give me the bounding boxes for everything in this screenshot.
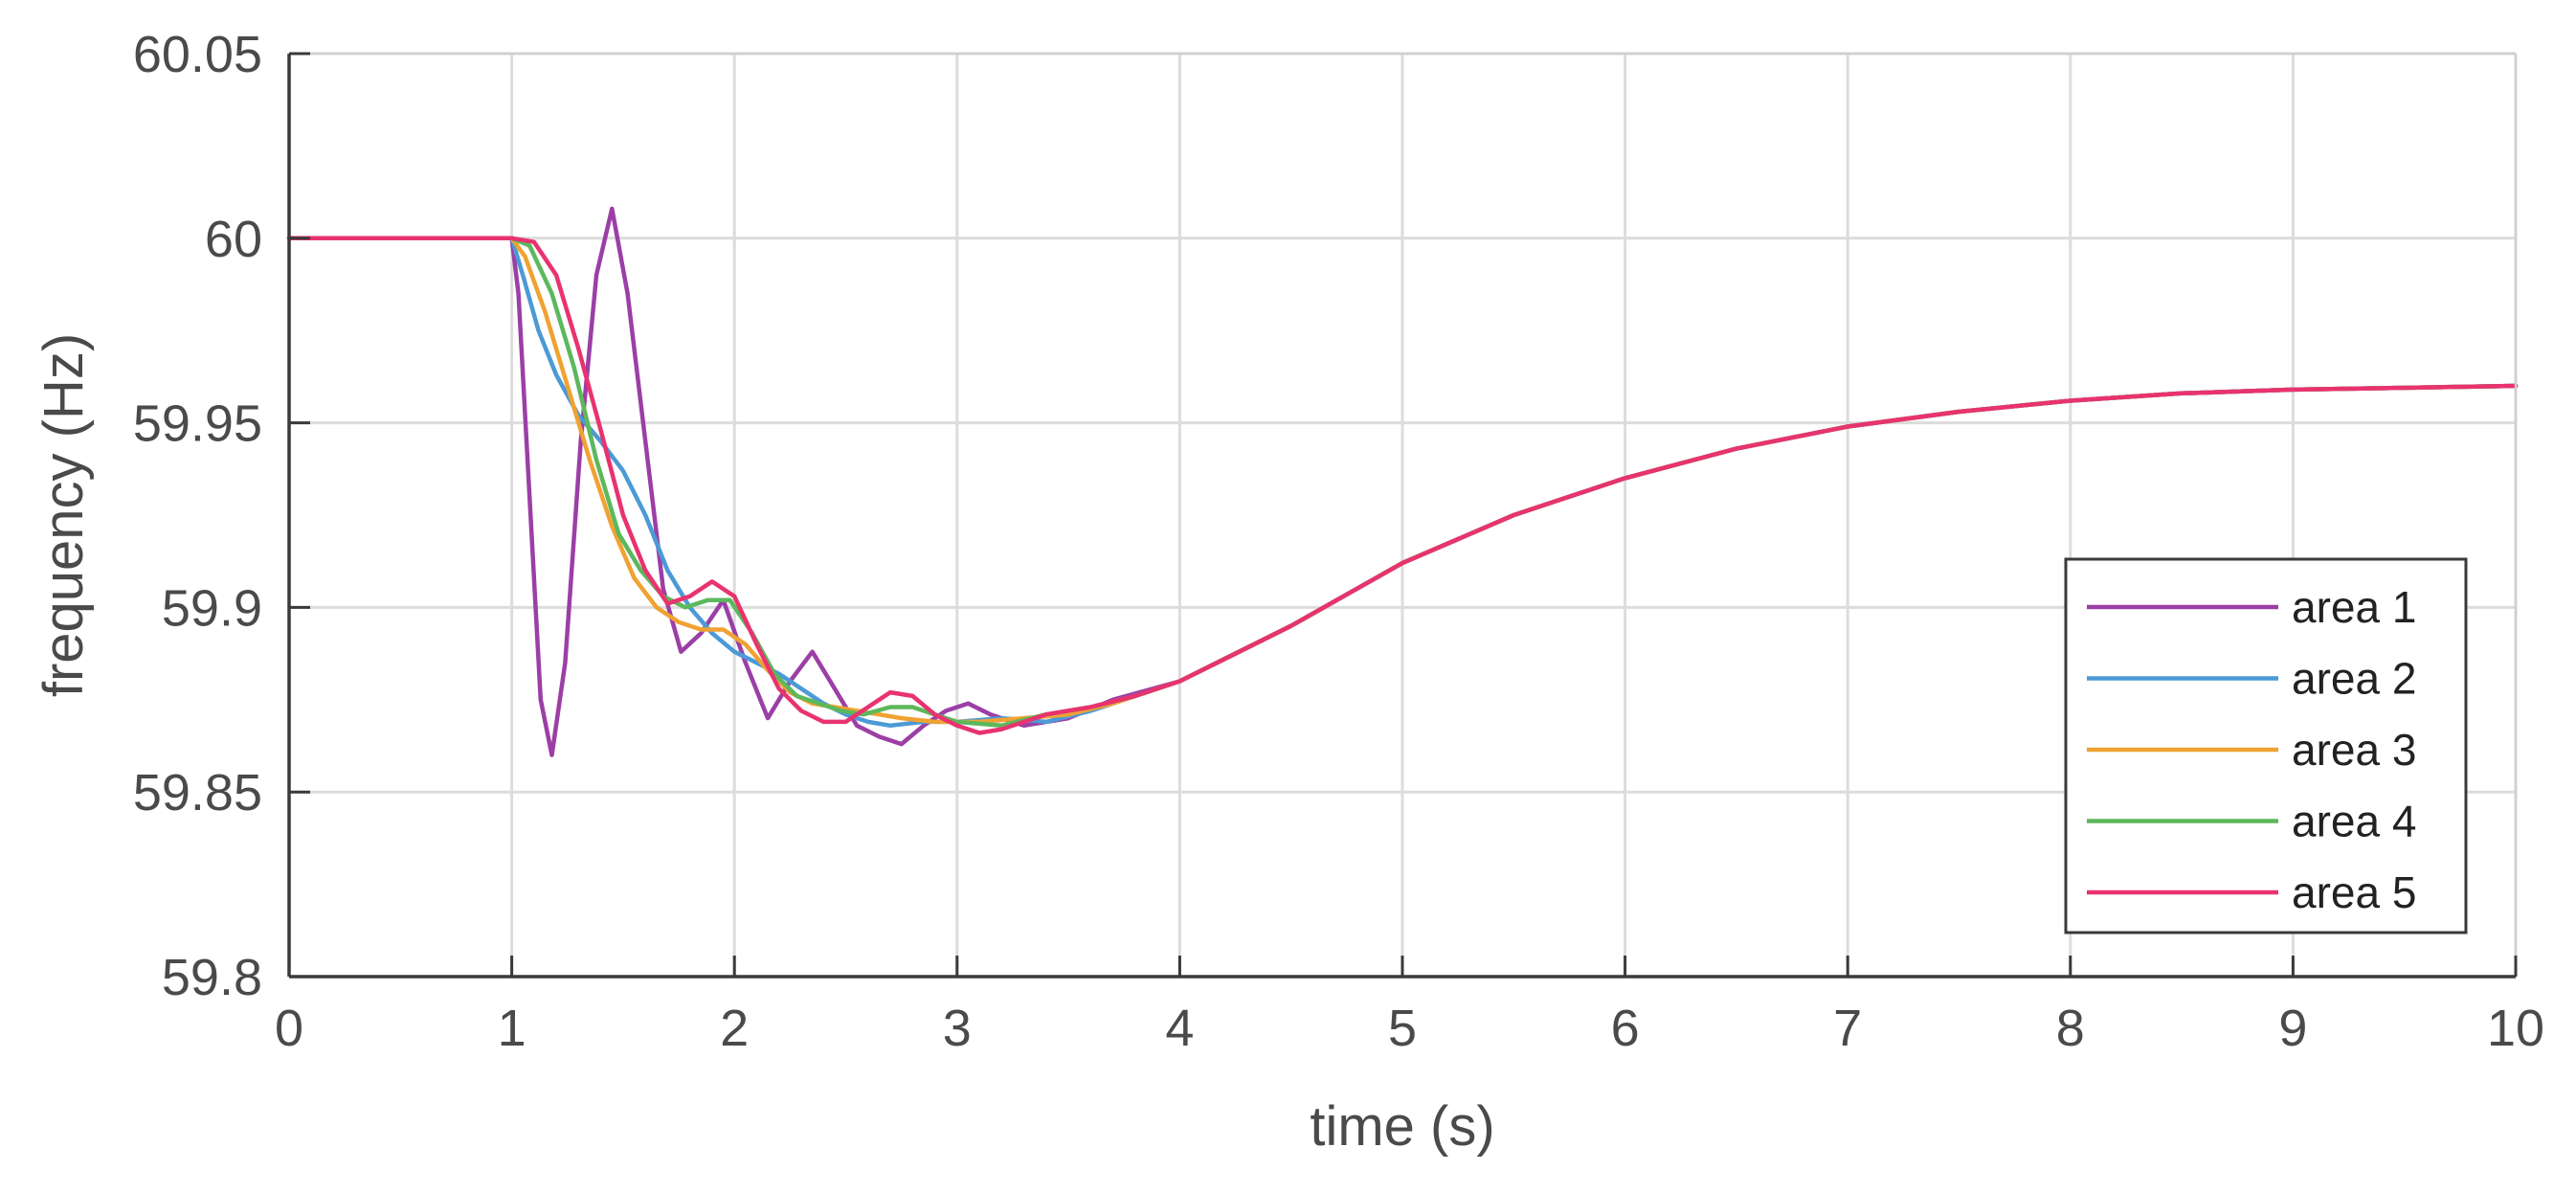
x-tick-label: 0 xyxy=(275,1000,303,1057)
x-axis-label: time (s) xyxy=(1310,1095,1494,1158)
y-tick-label: 60 xyxy=(205,211,262,268)
y-tick-label: 59.85 xyxy=(133,764,262,822)
x-tick-label: 2 xyxy=(720,1000,749,1057)
legend-label-3: area 3 xyxy=(2292,725,2416,775)
y-tick-label: 59.95 xyxy=(133,395,262,453)
x-tick-label: 4 xyxy=(1165,1000,1194,1057)
x-tick-label: 10 xyxy=(2487,1000,2544,1057)
legend-label-4: area 4 xyxy=(2292,797,2416,846)
y-tick-label: 59.9 xyxy=(162,579,262,637)
legend: area 1 area 2 area 3 area 4 area 5 xyxy=(2064,557,2468,934)
x-tick-label: 6 xyxy=(1611,1000,1640,1057)
x-tick-label: 5 xyxy=(1388,1000,1417,1057)
legend-label-1: area 1 xyxy=(2292,582,2416,632)
series-line-5 xyxy=(286,236,2519,735)
legend-label-5: area 5 xyxy=(2292,867,2416,917)
y-tick-label: 60.05 xyxy=(133,26,262,83)
axes xyxy=(287,52,2518,979)
x-tick-label: 8 xyxy=(2056,1000,2085,1057)
x-tick-label: 7 xyxy=(1833,1000,1862,1057)
legend-box xyxy=(2064,557,2468,934)
legend-label-2: area 2 xyxy=(2292,654,2416,704)
y-axis-label: frequency (Hz) xyxy=(33,333,95,697)
x-tick-label: 3 xyxy=(943,1000,972,1057)
x-tick-label: 9 xyxy=(2278,1000,2307,1057)
series-lines xyxy=(286,206,2519,757)
tick-labels: 0 1 2 3 4 5 6 7 8 9 10 59.8 59.85 59.9 59.95 60 60.05 xyxy=(133,26,2544,1057)
x-tick-label: 1 xyxy=(498,1000,526,1057)
y-tick-label: 59.8 xyxy=(162,949,262,1006)
